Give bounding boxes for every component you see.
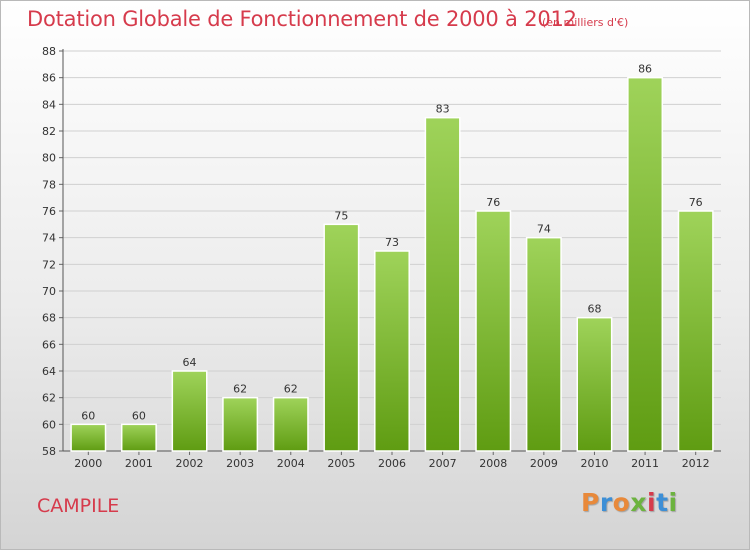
data-label-2006: 73 — [385, 236, 399, 249]
y-tick-label: 62 — [42, 392, 56, 405]
bar-2007 — [424, 116, 461, 452]
y-tick-label: 82 — [42, 125, 56, 138]
bar-2008 — [475, 210, 512, 452]
x-tick-label-2006: 2006 — [378, 457, 406, 470]
data-label-2007: 83 — [436, 103, 450, 116]
x-tick-label-2004: 2004 — [277, 457, 305, 470]
y-tick-label: 66 — [42, 338, 56, 351]
y-tick-label: 84 — [42, 98, 56, 111]
y-tick-label: 74 — [42, 232, 56, 245]
bar-2003 — [222, 396, 259, 452]
proxiti-logo[interactable]: Proxiti — [581, 488, 678, 517]
bar-2001 — [120, 423, 157, 452]
bar-2009 — [525, 236, 562, 452]
x-tick-label-2012: 2012 — [682, 457, 710, 470]
data-label-2010: 68 — [587, 303, 601, 316]
y-tick-label: 64 — [42, 365, 56, 378]
y-tick-label: 76 — [42, 205, 56, 218]
y-tick-label: 80 — [42, 152, 56, 165]
y-tick-labels: 58 60 62 64 66 68 70 72 74 76 78 80 82 84 86 88 — [42, 45, 56, 458]
y-tick-label: 60 — [42, 418, 56, 431]
data-label-2009: 74 — [537, 223, 551, 236]
bar-2010 — [576, 316, 613, 452]
logo-letter: r — [599, 488, 613, 517]
bar-2006 — [374, 250, 410, 452]
logo-letter: i — [647, 488, 657, 517]
data-label-2012: 76 — [689, 196, 703, 209]
logo-letter: x — [630, 488, 647, 517]
logo-letter: o — [612, 488, 631, 517]
chart-title: Dotation Globale de Fonctionnement de 20… — [27, 7, 577, 31]
y-tick-label: 58 — [42, 445, 56, 458]
logo-letter: i — [668, 488, 678, 517]
x-tick-label-2001: 2001 — [125, 457, 153, 470]
x-tick-labels: 2000 2001 2002 2003 2004 2005 2006 2007 2008 2009… — [74, 457, 709, 470]
commune-name: CAMPILE — [37, 495, 120, 517]
data-labels: 60 60 64 62 62 75 73 83 76 74 68 86 76 — [81, 63, 702, 423]
logo-letter: t — [656, 488, 669, 517]
bars — [70, 76, 714, 452]
bar-2000 — [70, 423, 107, 452]
x-tick-label-2009: 2009 — [530, 457, 558, 470]
x-tick-label-2003: 2003 — [226, 457, 254, 470]
data-label-2001: 60 — [132, 409, 146, 422]
x-tick-label-2008: 2008 — [479, 457, 507, 470]
x-tick-label-2010: 2010 — [580, 457, 608, 470]
y-tick-label: 68 — [42, 312, 56, 325]
bar-2011 — [627, 76, 664, 452]
data-label-2011: 86 — [638, 63, 652, 76]
y-tick-label: 78 — [42, 178, 56, 191]
y-tick-label: 88 — [42, 45, 56, 58]
logo-letter: P — [581, 488, 600, 517]
y-tick-label: 70 — [42, 285, 56, 298]
data-label-2008: 76 — [486, 196, 500, 209]
data-label-2003: 62 — [233, 383, 247, 396]
data-label-2000: 60 — [81, 409, 95, 422]
bar-2012 — [677, 210, 714, 452]
bar-2002 — [171, 370, 208, 452]
chart-unit: (en milliers d'€) — [542, 16, 629, 29]
x-tick-label-2007: 2007 — [429, 457, 457, 470]
y-tick-label: 72 — [42, 258, 56, 271]
x-tick-label-2000: 2000 — [74, 457, 102, 470]
bar-2004 — [272, 396, 309, 452]
x-tick-label-2005: 2005 — [327, 457, 355, 470]
bar-2005 — [323, 223, 360, 452]
y-tick-label: 86 — [42, 72, 56, 85]
data-label-2005: 75 — [334, 209, 348, 222]
data-label-2004: 62 — [284, 383, 298, 396]
x-tick-label-2011: 2011 — [631, 457, 659, 470]
x-tick-label-2002: 2002 — [176, 457, 204, 470]
data-label-2002: 64 — [183, 356, 197, 369]
